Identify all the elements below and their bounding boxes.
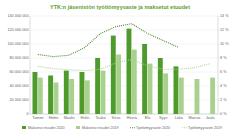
plot-area	[33, 24, 216, 114]
bar	[163, 73, 168, 114]
y-tick-label: 140 000 000	[7, 14, 28, 18]
legend-swatch	[76, 126, 80, 129]
bar	[116, 55, 121, 115]
bar	[174, 66, 179, 114]
title: YTK:n jäsenistön työttömyysaste ja makse…	[50, 4, 190, 10]
bar	[210, 78, 215, 114]
bar	[69, 79, 74, 114]
legend-label: Maksetut etuudet 2020	[28, 126, 65, 130]
y-tick-label: 0	[26, 112, 28, 116]
grid-line	[30, 44, 218, 45]
y-tick-label: 80 000 000	[9, 56, 28, 60]
bar	[80, 72, 85, 114]
bar	[142, 44, 147, 114]
x-tick-label: Tammi	[32, 116, 43, 120]
y-tick-label: 120 000 000	[7, 28, 28, 32]
bar	[64, 71, 69, 114]
bar	[33, 72, 38, 114]
legend-swatch	[130, 127, 135, 128]
x-tick-label: Syys	[159, 116, 167, 120]
x-tick-label: Huhti	[80, 116, 89, 120]
bar	[158, 58, 163, 114]
x-tick-label: Maalis	[64, 116, 75, 120]
bar	[179, 78, 184, 114]
y2-tick-label: 2 %	[220, 98, 227, 102]
legend-swatch	[182, 127, 187, 128]
x-tick-label: Heinä	[127, 116, 138, 120]
y2-tick-label: 4 %	[220, 84, 227, 88]
x-tick-label: Joulu	[206, 116, 215, 120]
legend-swatch	[22, 126, 26, 129]
bar	[111, 36, 116, 114]
y2-axis	[218, 16, 219, 114]
legend-label: Työttömyysaste 2020	[136, 126, 170, 130]
y2-tick-label: 10 %	[220, 42, 229, 46]
y-tick-label: 100 000 000	[7, 42, 28, 46]
y2-tick-label: 12 %	[220, 28, 229, 32]
x-tick-label: Touko	[95, 116, 105, 120]
y2-tick-label: 6 %	[220, 70, 227, 74]
y2-tick-label: 14 %	[220, 14, 229, 18]
bar	[95, 58, 100, 114]
y-axis	[30, 16, 31, 114]
x-tick-label: Elo	[145, 116, 151, 120]
bar	[127, 29, 132, 114]
chart: YTK:n jäsenistön työttömyysaste ja makse…	[0, 0, 240, 135]
x-tick-label: Loka	[175, 116, 184, 120]
y-tick-label: 40 000 000	[9, 84, 28, 88]
bar	[195, 79, 200, 114]
grid-line	[30, 72, 218, 73]
x-tick-label: Helmi	[49, 116, 59, 120]
bar	[38, 78, 43, 114]
legend-label: Maksetut etuudet 2019	[82, 126, 119, 130]
line	[38, 24, 179, 57]
y-tick-label: 60 000 000	[9, 70, 28, 74]
bar	[85, 80, 90, 114]
bar	[48, 76, 53, 115]
grid-line	[30, 58, 218, 59]
grid-line	[30, 16, 218, 17]
bar	[148, 64, 153, 114]
grid-line	[30, 30, 218, 31]
y2-tick-label: 0 %	[220, 112, 227, 116]
line	[38, 59, 210, 70]
y2-tick-label: 8 %	[220, 56, 227, 60]
legend-label: Työttömyysaste 2019	[188, 126, 222, 130]
bar	[101, 71, 106, 114]
x-tick-label: Kesä	[112, 116, 122, 120]
bar	[54, 83, 59, 115]
y-tick-label: 20 000 000	[9, 98, 28, 102]
x-tick-label: Marras	[189, 116, 201, 120]
